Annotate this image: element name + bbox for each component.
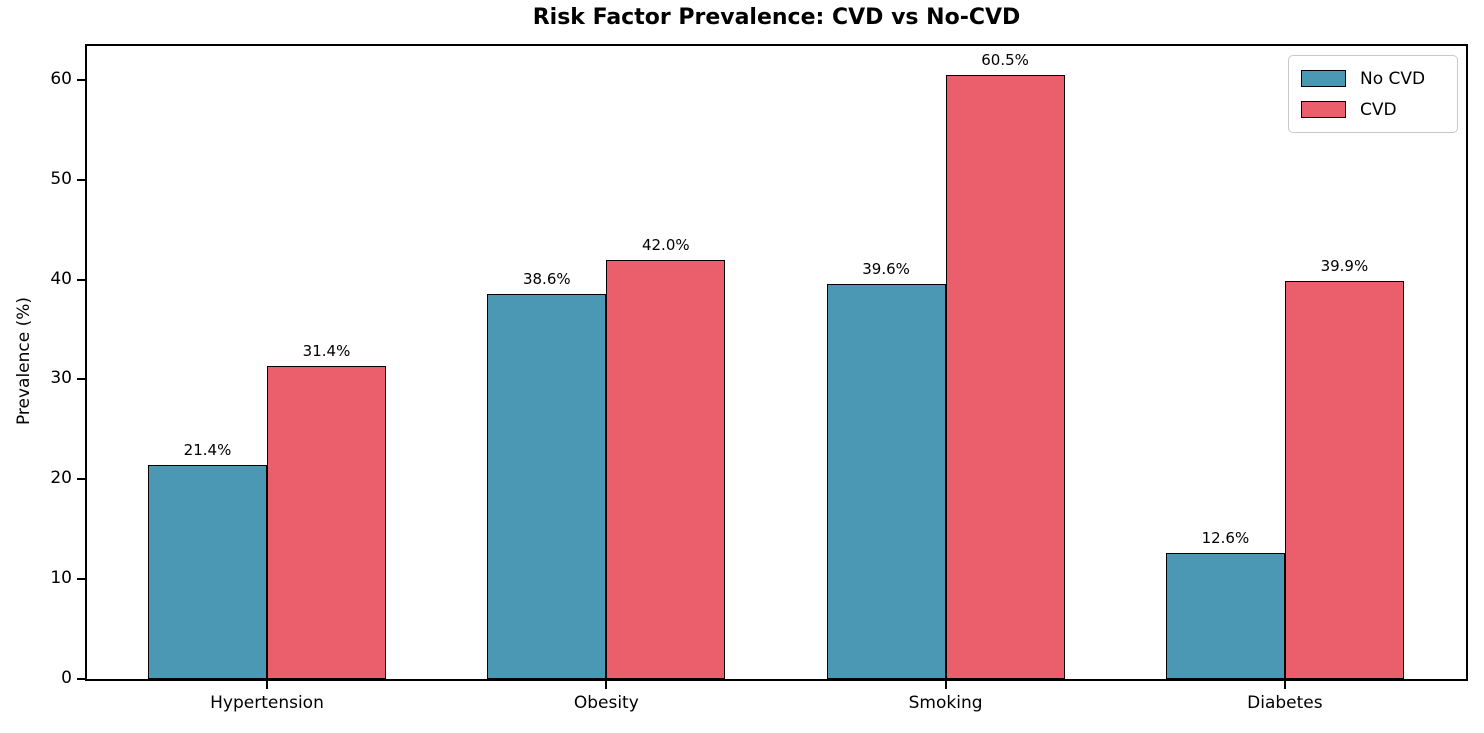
y-tick-mark <box>77 279 85 281</box>
x-tick-mark <box>605 681 608 689</box>
y-tick-mark <box>77 378 85 380</box>
legend-item-cvd: CVD <box>1301 94 1445 125</box>
bar-no-cvd-smoking <box>826 284 946 679</box>
x-tick-label-obesity: Obesity <box>573 693 639 713</box>
bar-cvd-hypertension <box>267 366 386 679</box>
bar-value-label: 42.0% <box>641 236 690 254</box>
legend-swatch <box>1301 101 1346 118</box>
y-tick-label: 20 <box>50 468 72 488</box>
y-tick-label: 60 <box>50 69 72 89</box>
bar-value-label: 39.9% <box>1320 257 1369 275</box>
bar-no-cvd-hypertension <box>148 465 267 679</box>
y-tick-mark <box>77 478 85 480</box>
x-tick-mark <box>1283 681 1286 689</box>
x-tick-label-diabetes: Diabetes <box>1247 693 1323 713</box>
y-tick-label: 30 <box>50 368 72 388</box>
y-axis-label: Prevalence (%) <box>14 296 34 426</box>
y-tick-label: 0 <box>61 668 72 688</box>
y-tick-label: 50 <box>50 169 72 189</box>
bar-value-label: 60.5% <box>981 51 1029 69</box>
bar-value-label: 21.4% <box>183 441 232 459</box>
legend-item-no-cvd: No CVD <box>1301 63 1445 94</box>
y-tick-mark <box>77 578 85 580</box>
y-tick-mark <box>77 678 85 680</box>
legend: No CVD CVD <box>1288 55 1458 133</box>
legend-label: CVD <box>1360 99 1397 120</box>
x-tick-mark <box>266 681 268 689</box>
chart-title: Risk Factor Prevalence: CVD vs No-CVD <box>532 5 1021 30</box>
bar-value-label: 38.6% <box>522 270 571 288</box>
bar-value-label: 12.6% <box>1201 529 1250 547</box>
legend-swatch <box>1301 70 1346 87</box>
legend-items: No CVD CVD <box>1301 63 1445 125</box>
bar-cvd-obesity <box>606 260 726 679</box>
x-tick-label-hypertension: Hypertension <box>210 693 324 713</box>
y-tick-mark <box>77 179 85 181</box>
bar-cvd-diabetes <box>1284 281 1404 679</box>
bar-value-label: 31.4% <box>302 342 351 360</box>
x-tick-label-smoking: Smoking <box>908 693 983 713</box>
y-tick-label: 40 <box>50 269 72 289</box>
y-tick-label: 10 <box>50 568 72 588</box>
y-tick-mark <box>77 79 85 81</box>
x-tick-mark <box>944 681 947 689</box>
bar-no-cvd-obesity <box>487 294 607 679</box>
bar-value-label: 39.6% <box>862 260 910 278</box>
bar-no-cvd-diabetes <box>1165 553 1285 679</box>
bar-cvd-smoking <box>945 75 1065 679</box>
legend-label: No CVD <box>1360 68 1426 89</box>
